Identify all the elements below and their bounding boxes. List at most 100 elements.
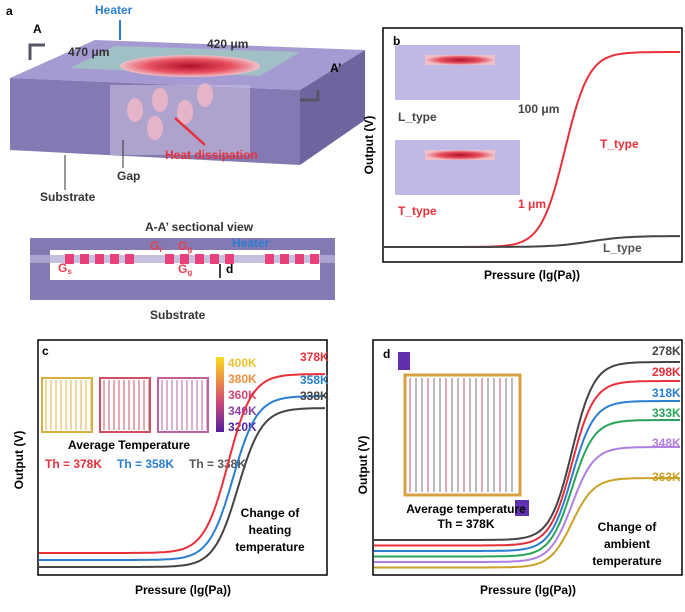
heater-pad xyxy=(180,254,189,264)
curve xyxy=(374,446,680,563)
heater-pad xyxy=(125,254,134,264)
inset-heater xyxy=(425,55,495,65)
g-g: Gg xyxy=(178,239,192,254)
label: temperature xyxy=(592,554,662,568)
label: 1 μm xyxy=(518,197,546,211)
label: A-A’ sectional view xyxy=(145,220,254,234)
plot-frame xyxy=(382,27,683,263)
colorbar-label: 340K xyxy=(228,404,257,418)
heater-pad xyxy=(195,254,204,264)
heat-plume xyxy=(147,116,163,140)
label: 420 μm xyxy=(207,37,248,51)
heater-pad xyxy=(95,254,104,264)
curve xyxy=(39,373,325,554)
curve xyxy=(374,380,680,547)
inset-block xyxy=(395,45,520,100)
label: Th = 338K xyxy=(189,457,246,471)
inset-block xyxy=(395,140,520,195)
label: Th = 358K xyxy=(117,457,174,471)
label: 470 μm xyxy=(68,45,109,59)
label: Average Temperature xyxy=(68,438,190,452)
heater-pad xyxy=(65,254,74,264)
heater-pad xyxy=(210,254,219,264)
heater-inset xyxy=(41,377,93,433)
label: Heat dissipation xyxy=(165,148,258,162)
heater-inset xyxy=(99,377,151,433)
heater-hot xyxy=(120,55,260,77)
heat-plume xyxy=(197,83,213,107)
label: A’ xyxy=(330,61,341,75)
curve xyxy=(374,361,680,541)
curve xyxy=(39,407,325,568)
label: heating xyxy=(249,523,292,537)
label: 318K xyxy=(652,386,681,400)
label: Heater xyxy=(232,236,270,250)
plot-frame xyxy=(372,339,683,576)
curve xyxy=(374,477,680,569)
heater-inset xyxy=(403,373,522,497)
g-s: Gs xyxy=(58,261,72,276)
curve xyxy=(374,419,680,558)
panel-label: d xyxy=(383,347,390,361)
label: 278K xyxy=(652,344,681,358)
label: T_type xyxy=(600,137,639,151)
label: Pressure (lg(Pa)) xyxy=(480,583,576,597)
a2-arrow xyxy=(300,90,320,102)
curve xyxy=(384,235,680,248)
g-r: Gr xyxy=(150,239,162,254)
colorbar xyxy=(216,357,224,432)
label: Average temperature xyxy=(406,502,526,516)
heat-plume xyxy=(177,100,193,124)
label: 363K xyxy=(652,470,681,484)
label: 348K xyxy=(652,436,681,450)
pad xyxy=(515,500,529,516)
label: T_type xyxy=(398,204,437,218)
heater-pad xyxy=(165,254,174,264)
block-side xyxy=(300,50,365,165)
a-arrow xyxy=(28,43,45,60)
heater-pad xyxy=(225,254,234,264)
label: 333K xyxy=(652,406,681,420)
heater-pad xyxy=(265,254,274,264)
label: Output (V) xyxy=(12,431,26,490)
label: d xyxy=(226,262,233,276)
g-g: Gg xyxy=(178,262,192,277)
label: Pressure (lg(Pa)) xyxy=(484,268,580,282)
label: Output (V) xyxy=(356,436,370,495)
heater-pad xyxy=(280,254,289,264)
label: 338K xyxy=(300,389,329,403)
label: Pressure (lg(Pa)) xyxy=(135,583,231,597)
heat-plume xyxy=(152,88,168,112)
label: Output (V) xyxy=(362,116,376,175)
label: 358K xyxy=(300,373,329,387)
heater-pad xyxy=(110,254,119,264)
label: 378K xyxy=(300,350,329,364)
curve xyxy=(374,400,680,552)
label: 100 μm xyxy=(518,102,559,116)
heater-pad xyxy=(80,254,89,264)
heater-inset xyxy=(157,377,209,433)
colorbar-label: 400K xyxy=(228,356,257,370)
panel-label: a xyxy=(6,4,13,18)
inset-heater xyxy=(425,150,495,160)
label: Change of xyxy=(598,520,658,534)
heat-plume xyxy=(127,98,143,122)
heater-pad xyxy=(310,254,319,264)
label: Th = 378K xyxy=(437,517,494,531)
label: A xyxy=(33,22,42,36)
panel-label: c xyxy=(42,344,49,358)
heat-arrow xyxy=(174,117,206,146)
label: Th = 378K xyxy=(45,457,102,471)
label: Change of xyxy=(241,506,301,520)
label: Substrate xyxy=(150,308,206,322)
label: ambient xyxy=(604,537,650,551)
label: L_type xyxy=(398,110,437,124)
label: Gap xyxy=(117,169,140,183)
panel-label: b xyxy=(393,34,400,48)
pad xyxy=(398,352,410,370)
plot-frame xyxy=(37,339,328,576)
label: Heater xyxy=(95,3,133,17)
heater-pad xyxy=(295,254,304,264)
curve xyxy=(39,395,325,561)
